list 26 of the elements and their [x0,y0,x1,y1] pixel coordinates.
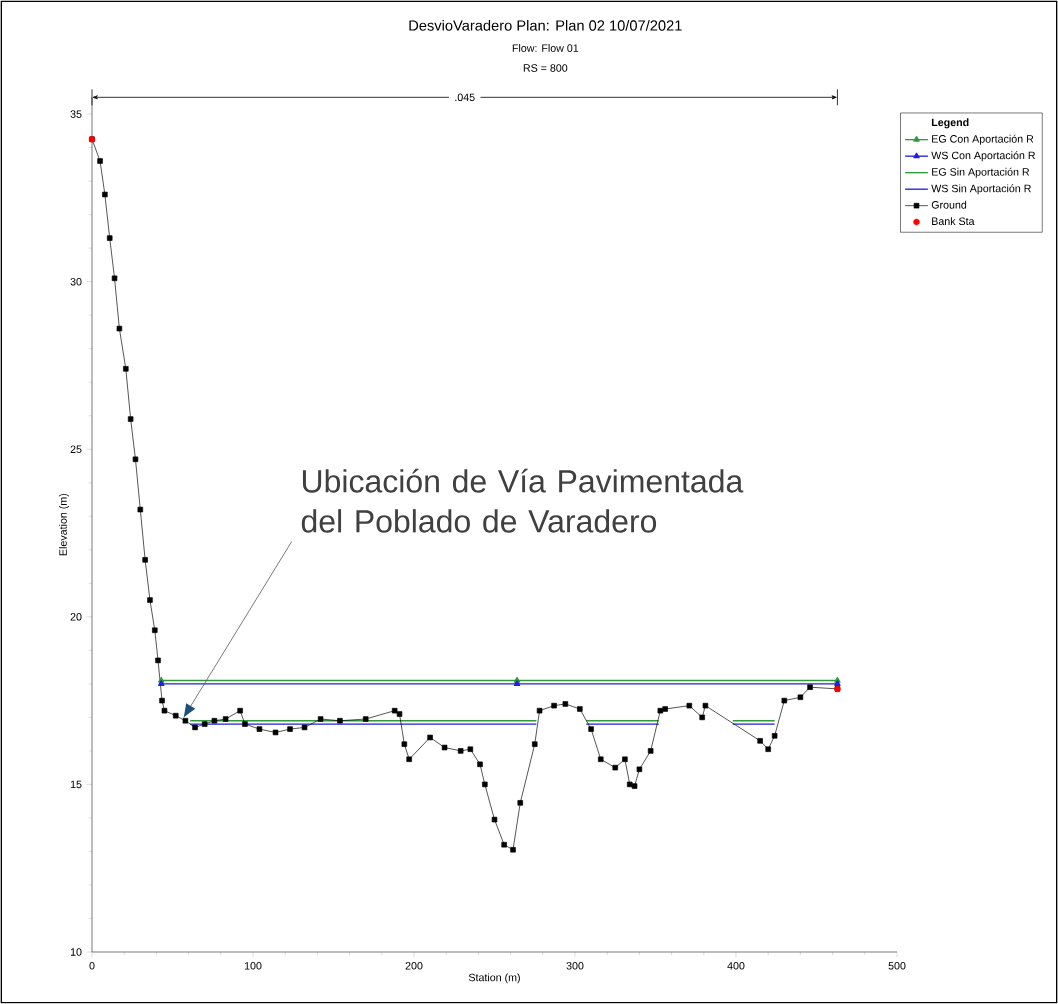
legend-label: EG Sin Aportación R [932,167,1030,178]
legend-label: Bank Sta [932,217,975,226]
x-tick-label: 400 [727,962,745,970]
x-tick-label: 500 [888,962,906,970]
text: RS = 800 [523,64,568,72]
x-tick-label: 100 [244,962,262,970]
legend-label: EG Con Aportación R [932,134,1034,145]
y-axis-title: Elevation (m) [59,493,69,556]
y-tick-label: 30 [70,277,82,286]
y-tick-label: 15 [70,780,82,789]
x-tick-label: 200 [405,962,423,970]
legend-label: WS Con Aportación R [931,151,1036,162]
x-tick-label: 0 [89,962,95,970]
annotation: Ubicación de Vía Pavimentada del Poblado de Varadero [301,468,744,533]
annotation: .045 [455,93,475,102]
legend-label: Ground [931,200,967,209]
legend-title: Legend [931,118,969,129]
y-tick-label: 20 [70,613,82,621]
legend-label: WS Sin Aportación R [931,184,1031,195]
y-tick-label: 25 [70,445,82,454]
y-tick-label: 35 [70,110,82,118]
chart-subtitle: Flow: Flow 01 [512,44,579,52]
x-axis-title: Station (m) [468,973,520,984]
x-tick-label: 300 [566,962,584,970]
chart-title: DesvioVaradero Plan: Plan 02 10/07/2021 [409,19,682,31]
y-tick-label: 10 [70,948,82,956]
